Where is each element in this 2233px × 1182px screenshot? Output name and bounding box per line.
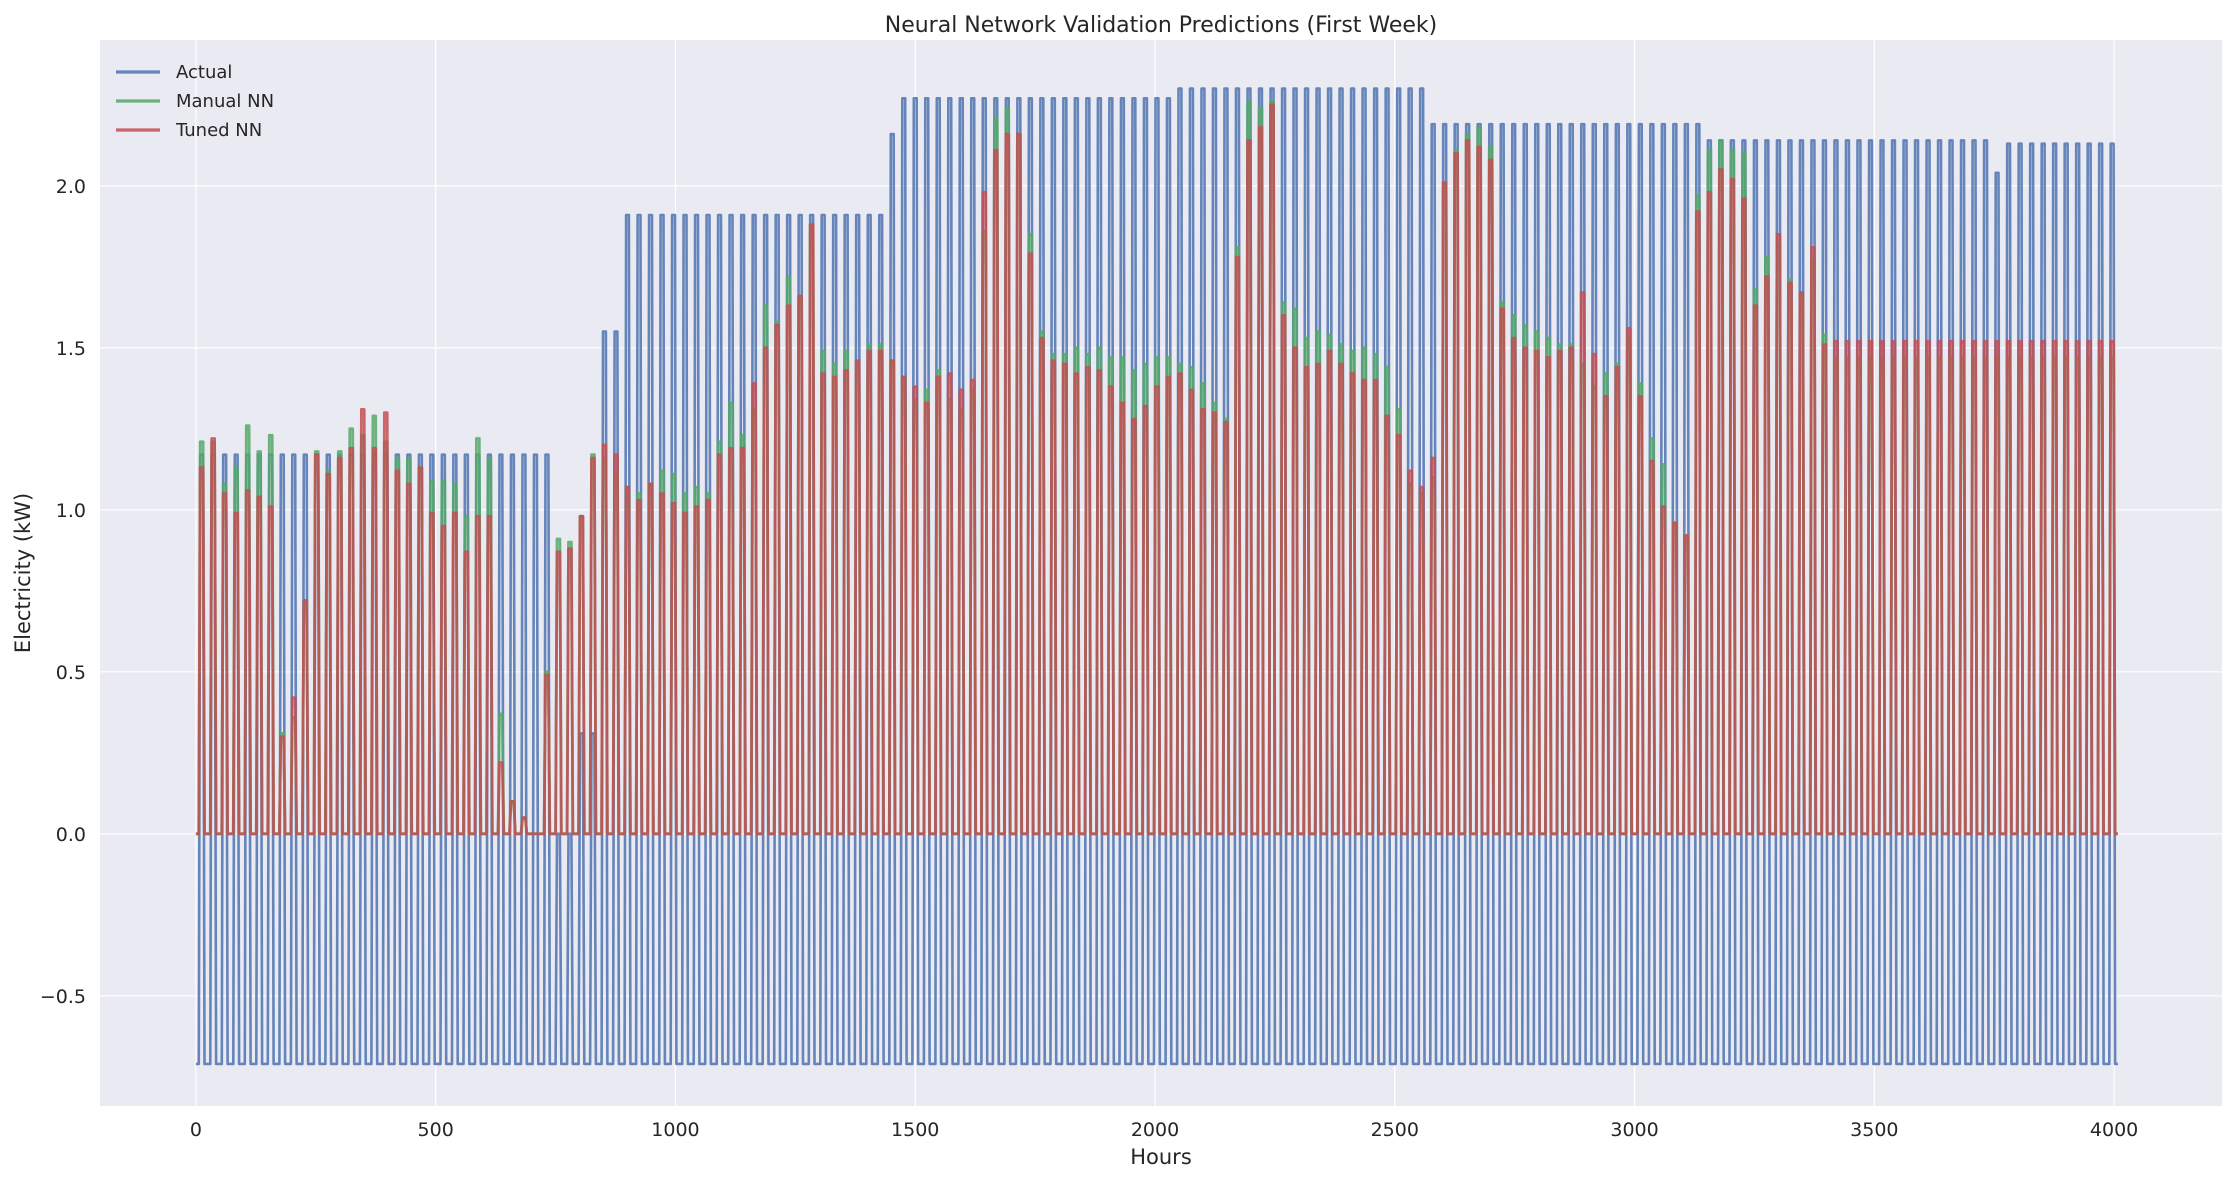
legend: Actual Manual NN Tuned NN — [116, 62, 274, 141]
legend-label: Tuned NN — [175, 120, 262, 141]
series-line-tuned-nn — [195, 103, 2118, 836]
series-layer — [195, 87, 2118, 1066]
y-tick-label: 1.5 — [56, 338, 86, 360]
axis-ticks: 0 500 1000 1500 2000 2500 3000 3500 4000 −0.5 0.0 0… — [40, 176, 2138, 1141]
x-tick-label: 1000 — [651, 1119, 699, 1141]
x-tick-label: 500 — [418, 1119, 454, 1141]
x-tick-label: 3000 — [1610, 1119, 1658, 1141]
x-tick-label: 4000 — [2090, 1119, 2138, 1141]
y-tick-label: 2.0 — [56, 176, 86, 198]
y-tick-label: 0.0 — [56, 824, 86, 846]
x-tick-label: 2000 — [1131, 1119, 1179, 1141]
legend-label: Manual NN — [176, 91, 274, 112]
x-tick-label: 0 — [190, 1119, 202, 1141]
y-tick-label: −0.5 — [40, 986, 86, 1008]
x-tick-label: 3500 — [1850, 1119, 1898, 1141]
x-tick-label: 2500 — [1371, 1119, 1419, 1141]
x-tick-label: 1500 — [891, 1119, 939, 1141]
chart-title: Neural Network Validation Predictions (F… — [885, 13, 1438, 38]
y-tick-label: 0.5 — [56, 662, 86, 684]
legend-label: Actual — [176, 62, 232, 83]
y-axis-label: Electricity (kW) — [11, 493, 35, 653]
x-axis-label: Hours — [1130, 1145, 1192, 1169]
y-tick-label: 1.0 — [56, 500, 86, 522]
